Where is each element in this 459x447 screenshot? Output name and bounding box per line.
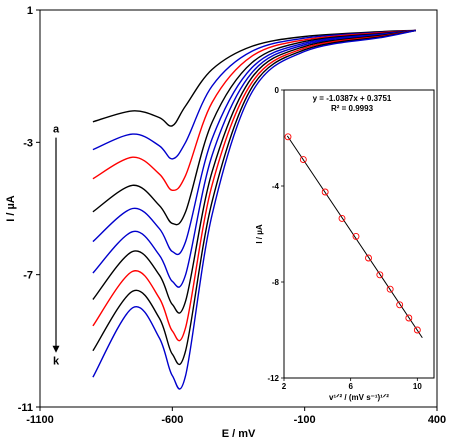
main-series-group	[92, 29, 416, 390]
voltammogram-curve	[92, 29, 416, 314]
arrow-head	[52, 345, 60, 353]
voltammogram-curve	[92, 29, 416, 127]
inset-chart: 2 6 10 0 -4 -8 -12 v¹ᐟ² / (mV s⁻¹)¹ᐟ² I / µA y = …	[255, 86, 435, 402]
data-point	[321, 188, 329, 196]
x-tick-label: 400	[428, 414, 446, 426]
inset-x-tick-label: 6	[348, 382, 353, 391]
inset-y-tick-label: 0	[275, 86, 280, 95]
y-tick-label: -11	[18, 402, 33, 414]
x-axis-label: E / mV	[222, 428, 256, 440]
data-point	[299, 156, 307, 164]
data-point	[413, 326, 421, 334]
data-point	[376, 271, 384, 279]
x-tick-label: -1100	[26, 414, 54, 426]
data-point	[386, 285, 394, 293]
main-axes: -1100 -600 -100 400 1 -3 -7 -11 E / mV I / µA	[5, 5, 446, 440]
voltammogram-curve	[92, 29, 416, 226]
voltammogram-curve	[92, 29, 416, 342]
y-tick-label: -7	[23, 270, 33, 282]
inset-y-tick-label: -12	[267, 374, 279, 383]
inset-y-tick-label: -4	[272, 182, 280, 191]
fit-line	[286, 135, 423, 339]
inset-y-axis-label: I / µA	[255, 224, 264, 244]
voltammogram-curve	[92, 29, 416, 192]
r-squared-label: R² = 0.9993	[331, 104, 374, 113]
data-point	[396, 301, 404, 309]
data-point	[284, 133, 292, 141]
voltammogram-curve	[92, 29, 416, 160]
y-tick-label: -3	[23, 137, 33, 149]
equation-label: y = -1.0387x + 0.3751	[313, 94, 392, 103]
annotation-k: k	[53, 356, 60, 368]
inset-x-tick-label: 10	[413, 382, 422, 391]
voltammogram-curve	[92, 29, 416, 288]
data-point	[365, 254, 372, 262]
x-tick-label: -100	[294, 414, 316, 426]
inset-frame	[283, 89, 435, 379]
y-axis-label: I / µA	[5, 195, 17, 222]
voltammogram-curve	[92, 29, 416, 390]
data-point	[338, 214, 346, 222]
voltammogram-curve	[92, 29, 416, 256]
inset-y-tick-label: -8	[272, 278, 280, 287]
inset-x-axis-label: v¹ᐟ² / (mV s⁻¹)¹ᐟ²	[329, 393, 389, 402]
data-point	[352, 232, 360, 240]
voltammogram-curve	[92, 29, 416, 366]
annotation-a: a	[53, 124, 60, 136]
x-tick-label: -600	[161, 414, 183, 426]
data-point	[405, 314, 413, 322]
main-plot-frame	[39, 9, 438, 408]
y-tick-label: 1	[27, 5, 33, 17]
inset-x-tick-label: 2	[282, 382, 287, 391]
scan-arrow: ak	[52, 124, 60, 368]
